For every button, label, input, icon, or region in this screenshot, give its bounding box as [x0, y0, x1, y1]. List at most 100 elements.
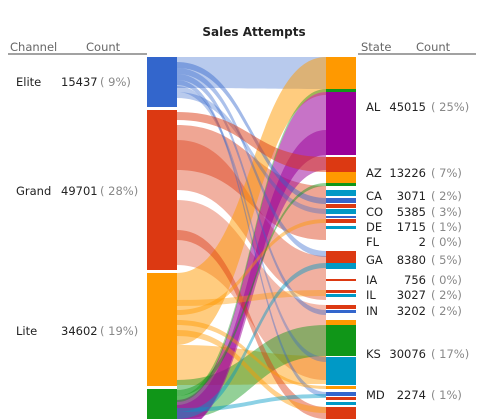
- state-segment-6[interactable]: [326, 190, 356, 196]
- state-segment-13[interactable]: [326, 251, 356, 263]
- state-segment-14[interactable]: [326, 263, 356, 269]
- ribbon-11: [177, 74, 326, 315]
- left-dimension-header: Channel: [10, 40, 57, 54]
- state-segment-20[interactable]: [326, 320, 356, 325]
- state-segment-26[interactable]: [326, 402, 356, 405]
- state-label-al: AL: [366, 100, 381, 114]
- ribbon-4: [177, 57, 326, 345]
- state-segment-15[interactable]: [326, 279, 356, 281]
- state-count-de: 1715: [397, 220, 426, 234]
- channel-bars: [147, 57, 177, 419]
- state-percent-il: ( 2%): [431, 288, 462, 302]
- state-bars: [326, 57, 356, 419]
- state-percent-de: ( 1%): [431, 220, 462, 234]
- channel-label-grand: Grand: [16, 184, 51, 198]
- ribbon-22: [177, 89, 326, 402]
- state-segment-10[interactable]: [326, 216, 356, 218]
- ribbon-20: [177, 330, 326, 413]
- state-segment-3[interactable]: [326, 157, 356, 172]
- state-segment-18[interactable]: [326, 305, 356, 309]
- state-label-il: IL: [366, 288, 376, 302]
- channel-bar-grand[interactable]: [147, 110, 177, 270]
- ribbon-23: [177, 394, 326, 412]
- state-segment-25[interactable]: [326, 397, 356, 400]
- ribbon-14: [177, 92, 326, 214]
- ribbon-10: [177, 68, 326, 257]
- channel-percent-elite: ( 9%): [100, 75, 131, 89]
- state-segment-21[interactable]: [326, 325, 356, 356]
- state-percent-ks: ( 17%): [431, 347, 469, 361]
- state-segment-17[interactable]: [326, 294, 356, 297]
- channel-label-lite: Lite: [16, 324, 37, 338]
- state-segment-1[interactable]: [326, 89, 356, 92]
- state-segment-5[interactable]: [326, 183, 356, 186]
- state-count-ga: 8380: [397, 253, 426, 267]
- state-percent-al: ( 25%): [431, 100, 469, 114]
- state-count-az: 13226: [389, 166, 426, 180]
- state-percent-ia: ( 0%): [431, 273, 462, 287]
- state-count-al: 45015: [389, 100, 426, 114]
- state-label-md: MD: [366, 388, 385, 402]
- ribbon-9: [177, 62, 326, 204]
- state-segment-2[interactable]: [326, 92, 356, 155]
- state-segment-0[interactable]: [326, 57, 356, 89]
- ribbon-17: [177, 290, 326, 306]
- ribbon-19: [177, 320, 326, 389]
- state-segment-22[interactable]: [326, 357, 356, 385]
- state-percent-co: ( 3%): [431, 205, 462, 219]
- state-percent-in: ( 2%): [431, 304, 462, 318]
- state-labels: AL 45015 ( 25%) AZ 13226 ( 7%) CA 3071 ( 2%) CO 53…: [366, 100, 469, 402]
- state-percent-fl: ( 0%): [431, 235, 462, 249]
- right-count-header: Count: [416, 40, 451, 54]
- channel-bar-segment-3[interactable]: [147, 389, 177, 419]
- channel-percent-grand: ( 28%): [100, 184, 138, 198]
- state-segment-19[interactable]: [326, 310, 356, 313]
- state-count-md: 2274: [397, 388, 426, 402]
- channel-labels: Elite 15437( 9%) Grand 49701( 28%) Lite 34602…: [16, 75, 138, 338]
- state-label-co: CO: [366, 205, 383, 219]
- channel-bar-elite[interactable]: [147, 57, 177, 107]
- state-count-fl: 2: [419, 235, 426, 249]
- state-percent-md: ( 1%): [431, 388, 462, 402]
- ribbon-13: [177, 86, 326, 362]
- ribbon-16: [177, 230, 326, 419]
- state-label-ga: GA: [366, 253, 383, 267]
- ribbon-12: [177, 80, 326, 397]
- state-count-ca: 3071: [397, 189, 426, 203]
- state-count-ia: 756: [404, 273, 426, 287]
- state-label-ia: IA: [366, 273, 377, 287]
- state-segment-4[interactable]: [326, 172, 356, 183]
- state-segment-8[interactable]: [326, 204, 356, 208]
- ribbon-8: [177, 130, 326, 419]
- state-label-fl: FL: [366, 235, 380, 249]
- state-segment-27[interactable]: [326, 407, 356, 419]
- state-percent-az: ( 7%): [431, 166, 462, 180]
- state-segment-7[interactable]: [326, 198, 356, 203]
- state-segment-9[interactable]: [326, 209, 356, 214]
- channel-count-elite: 15437: [61, 75, 98, 89]
- state-label-ks: KS: [366, 347, 381, 361]
- state-count-ks: 30076: [389, 347, 426, 361]
- state-percent-ga: ( 5%): [431, 253, 462, 267]
- state-count-co: 5385: [397, 205, 426, 219]
- channel-bar-lite[interactable]: [147, 273, 177, 386]
- ribbon-21: [177, 183, 326, 396]
- state-segment-16[interactable]: [326, 290, 356, 293]
- state-count-in: 3202: [397, 304, 426, 318]
- state-segment-23[interactable]: [326, 386, 356, 389]
- left-count-header: Count: [86, 40, 121, 54]
- ribbons-layer: [177, 57, 326, 419]
- ribbon-24: [177, 263, 326, 419]
- ribbon-18: [177, 219, 326, 315]
- state-label-in: IN: [366, 304, 378, 318]
- state-segment-11[interactable]: [326, 219, 356, 223]
- right-dimension-header: State: [361, 40, 391, 54]
- state-segment-24[interactable]: [326, 392, 356, 396]
- ribbon-15: [177, 112, 326, 172]
- state-percent-ca: ( 2%): [431, 189, 462, 203]
- channel-count-grand: 49701: [61, 184, 98, 198]
- channel-count-lite: 34602: [61, 324, 98, 338]
- state-segment-12[interactable]: [326, 226, 356, 229]
- state-label-ca: CA: [366, 189, 382, 203]
